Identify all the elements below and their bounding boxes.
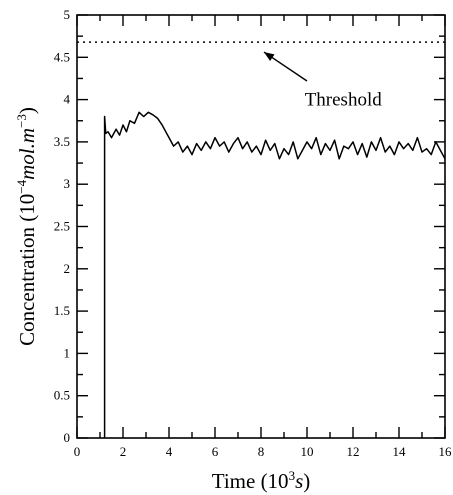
plot-frame: [76, 14, 446, 439]
x-tick-label: 6: [212, 444, 219, 459]
threshold-arrow-head: [264, 52, 275, 61]
y-axis-ticks: 0 0.5 1 1.5 2 2.5 3 3.5 4 4.5 5: [54, 7, 445, 445]
y-tick-label: 3.5: [54, 134, 70, 149]
y-axis-title: Concentration (10−4mol.m−3): [14, 107, 39, 346]
y-tick-label: 1: [64, 345, 71, 360]
x-axis-ticks: 0 2 4 6 8 10 12 14 16: [74, 15, 452, 459]
x-tick-label: 12: [347, 444, 360, 459]
y-tick-label: 2: [64, 261, 71, 276]
threshold-label: Threshold: [305, 90, 383, 111]
x-axis-title: Time (103s): [212, 468, 311, 493]
y-tick-label: 4.5: [54, 49, 70, 64]
concentration-series-line: [103, 111, 446, 438]
x-tick-label: 16: [439, 444, 453, 459]
y-tick-label: 0.5: [54, 388, 70, 403]
x-tick-label: 8: [258, 444, 265, 459]
x-tick-label: 4: [166, 444, 173, 459]
y-tick-label: 0: [64, 430, 71, 445]
x-tick-label: 14: [393, 444, 407, 459]
y-tick-label: 3: [64, 176, 71, 191]
y-tick-label: 5: [64, 7, 71, 22]
plot-area: 0 2 4 6 8 10 12 14 16 0 0.5 1 1.5 2 2.5 3 3.5 4 4.5 5 Thresh…: [14, 7, 452, 493]
x-tick-label: 10: [301, 444, 314, 459]
y-tick-label: 2.5: [54, 219, 70, 234]
y-tick-label: 4: [64, 92, 71, 107]
x-tick-label: 0: [74, 444, 81, 459]
x-tick-label: 2: [120, 444, 127, 459]
y-tick-label: 1.5: [54, 303, 70, 318]
